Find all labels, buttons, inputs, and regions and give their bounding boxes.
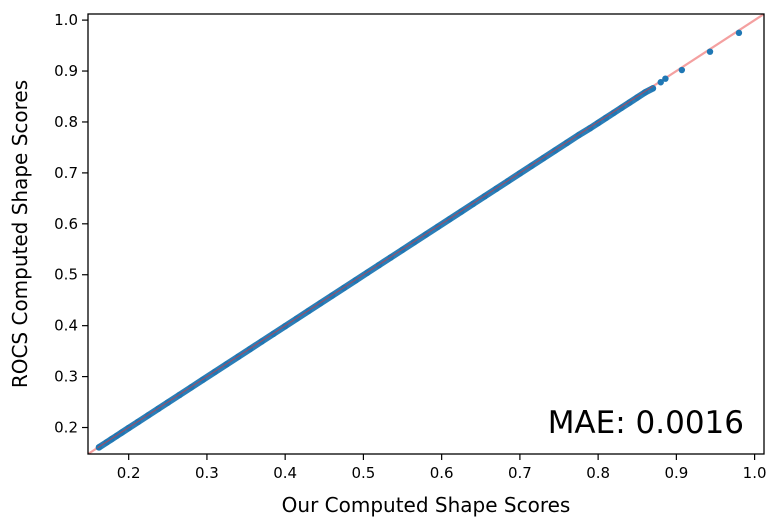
x-tick-label: 1.0 [743,464,767,482]
y-tick-label: 0.4 [54,317,78,335]
x-tick-label: 0.7 [508,464,532,482]
x-tick-label: 0.6 [430,464,454,482]
data-point [706,48,714,55]
plot-area [88,14,764,454]
data-point [735,29,743,37]
y-tick-label: 0.8 [54,113,78,131]
x-axis-ticks: 0.2 0.3 0.4 0.5 0.6 0.7 0.8 0.9 1.0 [117,454,767,482]
x-tick-label: 0.8 [586,464,610,482]
y-tick-label: 0.7 [54,164,78,182]
y-tick-label: 0.6 [54,215,78,233]
y-tick-label: 1.0 [54,11,78,29]
y-tick-label: 0.2 [54,419,78,437]
reference-line-overlay [97,85,654,449]
y-tick-label: 0.9 [54,62,78,80]
mae-annotation: MAE: 0.0016 [548,405,744,441]
plot-frame [87,13,765,455]
data-point [678,66,686,74]
y-axis-ticks: 0.2 0.3 0.4 0.5 0.6 0.7 0.8 0.9 1.0 [54,11,88,437]
data-point [657,79,664,86]
y-tick-label: 0.5 [54,266,78,284]
y-axis-label: ROCS Computed Shape Scores [8,80,32,388]
x-tick-label: 0.4 [273,464,297,482]
x-tick-label: 0.3 [195,464,219,482]
y-tick-label: 0.3 [54,368,78,386]
x-tick-label: 0.2 [117,464,141,482]
data-point [662,75,669,82]
x-axis-label: Our Computed Shape Scores [282,493,571,517]
x-tick-label: 0.5 [351,464,375,482]
x-tick-label: 0.9 [664,464,688,482]
